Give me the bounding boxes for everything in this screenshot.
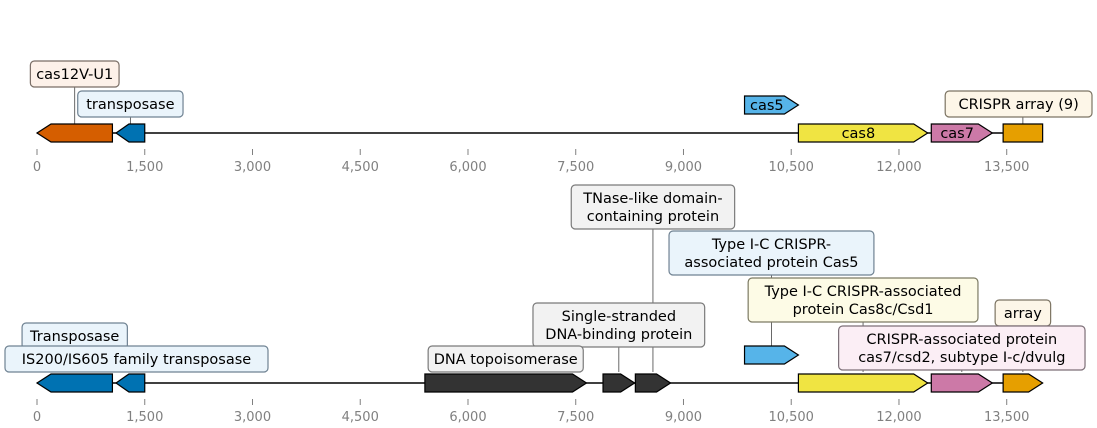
bottom-callout-label: DNA-binding protein bbox=[545, 327, 692, 343]
bottom-callout-box bbox=[532, 302, 706, 348]
top-axis-tick-label: 6,000 bbox=[449, 160, 486, 175]
top-callout-box bbox=[29, 60, 120, 88]
bottom-axis-tick-label: 9,000 bbox=[665, 410, 702, 425]
bottom-gene-arrow bbox=[35, 373, 114, 393]
bottom-callout-label: TNase-like domain- bbox=[582, 191, 722, 207]
top-axis: 0 1,500 3,000 4,500 6,000 7,500 9,000 10,500 12,… bbox=[33, 149, 1030, 175]
top-gene-label: cas8 bbox=[842, 126, 876, 142]
bottom-callout-label: protein Cas8c/Csd1 bbox=[793, 302, 934, 318]
bottom-callout-label: Type I-C CRISPR- bbox=[711, 237, 831, 253]
top-gene-arrow bbox=[35, 123, 114, 143]
top-axis-tick-label: 0 bbox=[33, 160, 41, 175]
top-callout-box bbox=[77, 90, 184, 118]
top-callout-label: transposase bbox=[86, 97, 174, 113]
top-callout-label: cas12V-U1 bbox=[36, 67, 113, 83]
bottom-gene-arrow bbox=[797, 373, 929, 393]
top-axis-tick-label: 3,000 bbox=[234, 160, 271, 175]
bottom-axis-tick-label: 1,500 bbox=[126, 410, 163, 425]
bottom-axis-tick-label: 3,000 bbox=[234, 410, 271, 425]
bottom-gene-arrow bbox=[743, 345, 800, 365]
top-gene-arrow bbox=[797, 123, 929, 143]
top-gene-arrow bbox=[114, 123, 146, 143]
bottom-features bbox=[35, 345, 1044, 393]
top-gene-label: cas7 bbox=[940, 126, 974, 142]
bottom-callout-box bbox=[427, 345, 584, 373]
bottom-callout-label: Transposase bbox=[29, 329, 119, 345]
bottom-callout-box bbox=[747, 277, 979, 323]
bottom-callout-box bbox=[838, 325, 1086, 371]
top-callout-box bbox=[944, 90, 1093, 118]
bottom-axis-tick-label: 13,500 bbox=[984, 410, 1030, 425]
bottom-gene-arrow bbox=[114, 373, 146, 393]
bottom-gene-arrow bbox=[634, 373, 672, 393]
bottom-callout-box bbox=[4, 345, 269, 373]
bottom-callout-label: Type I-C CRISPR-associated bbox=[764, 284, 962, 300]
top-gene-arrow bbox=[1002, 123, 1044, 143]
bottom-axis-tick-label: 10,500 bbox=[768, 410, 814, 425]
top-callout-label: CRISPR array (9) bbox=[958, 97, 1078, 113]
bottom-callout-label: CRISPR-associated protein bbox=[866, 332, 1057, 348]
bottom-axis-tick-label: 6,000 bbox=[449, 410, 486, 425]
bottom-callout-label: associated protein Cas5 bbox=[684, 255, 858, 271]
top-axis-tick-label: 10,500 bbox=[768, 160, 814, 175]
top-axis-tick-label: 12,000 bbox=[876, 160, 922, 175]
bottom-axis-tick-label: 12,000 bbox=[876, 410, 922, 425]
bottom-callout-label: IS200/IS605 family transposase bbox=[22, 352, 252, 368]
top-callouts: cas12V-U1 transposase CRISPR array (9) bbox=[29, 60, 1093, 124]
bottom-callout-label: array bbox=[1004, 306, 1042, 322]
bottom-callout-label: DNA topoisomerase bbox=[434, 352, 578, 368]
bottom-callout-label: Single-stranded bbox=[562, 309, 676, 325]
top-gene-arrow bbox=[743, 95, 800, 115]
bottom-gene-arrow bbox=[424, 373, 588, 393]
top-axis-tick-label: 7,500 bbox=[557, 160, 594, 175]
bottom-gene-arrow bbox=[1002, 373, 1044, 393]
top-axis-tick-label: 13,500 bbox=[984, 160, 1030, 175]
bottom-axis-tick-label: 4,500 bbox=[342, 410, 379, 425]
top-axis-tick-label: 1,500 bbox=[126, 160, 163, 175]
top-features: cas5 cas8 cas7 bbox=[35, 95, 1044, 143]
top-axis-tick-label: 9,000 bbox=[665, 160, 702, 175]
bottom-callout-box bbox=[668, 230, 875, 276]
bottom-gene-arrow bbox=[930, 373, 994, 393]
bottom-callout-box bbox=[570, 184, 736, 230]
bottom-callouts: TNase-like domain-containing protein Type… bbox=[4, 184, 1086, 373]
top-gene-arrow bbox=[930, 123, 994, 143]
bottom-callout-label: containing protein bbox=[587, 209, 719, 225]
bottom-axis-tick-label: 0 bbox=[33, 410, 41, 425]
track-bottom: TNase-like domain-containing protein Type… bbox=[4, 184, 1086, 425]
bottom-callout-label: cas7/csd2, subtype I-c/dvulg bbox=[858, 350, 1065, 366]
bottom-gene-arrow bbox=[602, 373, 636, 393]
bottom-axis: 0 1,500 3,000 4,500 6,000 7,500 9,000 10,500 12,… bbox=[33, 399, 1030, 425]
top-axis-tick-label: 4,500 bbox=[342, 160, 379, 175]
top-gene-label: cas5 bbox=[750, 98, 784, 114]
bottom-axis-tick-label: 7,500 bbox=[557, 410, 594, 425]
